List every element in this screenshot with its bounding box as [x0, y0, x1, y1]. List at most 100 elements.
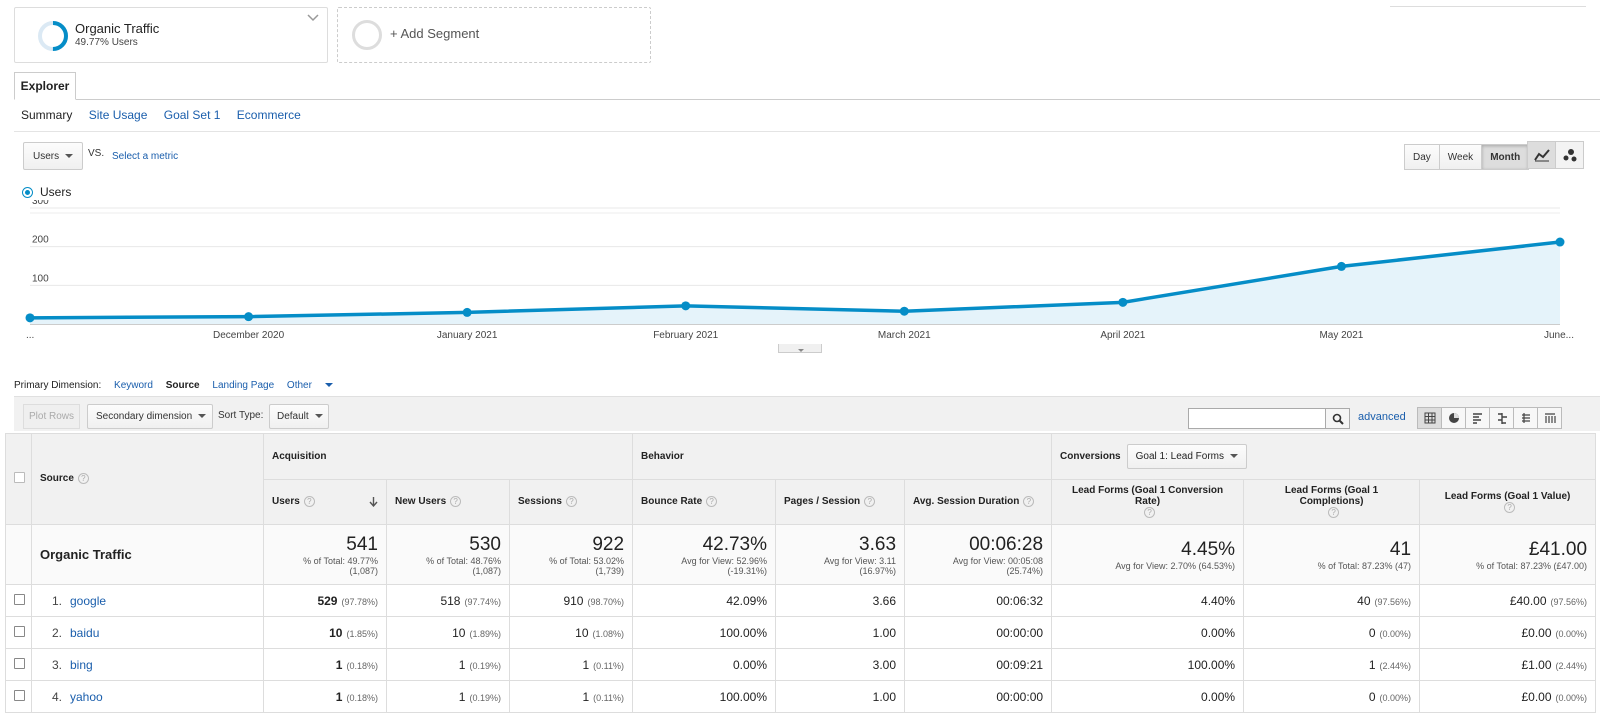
source-cell: 2. baidu — [31, 616, 264, 649]
behavior-group-header: Behavior — [632, 433, 1053, 480]
tab-explorer[interactable]: Explorer — [14, 72, 76, 100]
users-area — [30, 242, 1560, 324]
source-link[interactable]: google — [70, 593, 107, 608]
period-week-button[interactable]: Week — [1438, 144, 1483, 170]
total-completions-value: 41 — [1389, 538, 1412, 560]
sessions-pct: (98.70%) — [587, 596, 625, 607]
pivot-view-button[interactable] — [1537, 407, 1562, 429]
help-icon[interactable]: ? — [1504, 501, 1516, 513]
subtab-goal-set-1[interactable]: Goal Set 1 — [163, 108, 221, 122]
metric-selector[interactable]: Users — [23, 142, 83, 170]
chevron-down-icon[interactable] — [307, 14, 319, 22]
conversions-label: Conversions — [1060, 451, 1121, 462]
bounce-rate-cell: 0.00% — [632, 648, 777, 681]
users-pct: (1.85%) — [346, 628, 378, 639]
source-cell: 4. yahoo — [31, 680, 264, 713]
sessions-cell: 910 (98.70%) — [508, 584, 634, 617]
period-month-button[interactable]: Month — [1481, 144, 1530, 170]
chart-resize-handle[interactable] — [778, 344, 822, 353]
total-avg-duration-value: 00:06:28 — [969, 533, 1044, 555]
motion-chart-button[interactable] — [1555, 141, 1584, 169]
col-pages-session[interactable]: Pages / Session? — [775, 479, 906, 525]
help-icon[interactable]: ? — [864, 496, 876, 508]
subtab-ecommerce[interactable]: Ecommerce — [236, 108, 301, 122]
col-goal-conversion-rate[interactable]: Lead Forms (Goal 1 Conversion Rate)? — [1051, 479, 1245, 525]
search-button[interactable] — [1325, 408, 1350, 429]
chart-legend: Users — [23, 185, 71, 199]
table-row: 4. yahoo 1 (0.18%) 1 (0.19%) 1 (0.11%) 100.00% 1.… — [5, 680, 1597, 713]
dimension-landing-page[interactable]: Landing Page — [212, 380, 275, 391]
pages-session-cell: 3.66 — [775, 584, 906, 617]
dimension-other[interactable]: Other — [287, 380, 343, 391]
goal-selector-dropdown[interactable]: Goal 1: Lead Forms — [1126, 444, 1247, 469]
select-all-checkbox[interactable] — [14, 472, 25, 483]
col-bounce-rate[interactable]: Bounce Rate? — [632, 479, 777, 525]
metric-selector-label: Users — [33, 151, 60, 162]
source-cell: 3. bing — [31, 648, 264, 681]
add-segment-button[interactable]: + Add Segment — [337, 7, 651, 63]
users-pct: (97.78%) — [341, 596, 378, 607]
users-series-line — [29, 240, 1561, 320]
period-day-button[interactable]: Day — [1404, 144, 1440, 170]
line-chart-button[interactable] — [1527, 141, 1556, 169]
term-cloud-button[interactable] — [1513, 407, 1538, 429]
completions-value: 0 — [1368, 689, 1376, 704]
users-value: 529 — [317, 593, 338, 608]
row-checkbox[interactable] — [14, 625, 25, 637]
col-goal-value[interactable]: Lead Forms (Goal 1 Value)? — [1419, 479, 1597, 525]
comparison-view-button[interactable] — [1489, 407, 1514, 429]
conversion-rate-cell: 0.00% — [1051, 616, 1245, 649]
dimension-keyword[interactable]: Keyword — [114, 380, 153, 391]
help-icon[interactable]: ? — [1023, 496, 1035, 508]
col-new-users[interactable]: New Users? — [386, 479, 510, 525]
help-icon[interactable]: ? — [565, 496, 577, 508]
sort-descending-icon[interactable] — [369, 497, 378, 507]
bounce-rate-cell: 100.00% — [632, 616, 777, 649]
columns-icon — [1544, 413, 1556, 423]
row-checkbox[interactable] — [14, 689, 25, 701]
secondary-dimension-dropdown[interactable]: Secondary dimension — [87, 404, 213, 429]
source-link[interactable]: yahoo — [70, 689, 103, 704]
y-tick-label: 300 — [32, 200, 49, 207]
total-conversion-rate-sub: Avg for View: 2.70% (64.53%) — [1115, 560, 1236, 571]
subtab-summary[interactable]: Summary — [21, 108, 73, 122]
plot-rows-button[interactable]: Plot Rows — [23, 404, 80, 429]
total-sessions-value: 922 — [592, 533, 625, 555]
row-checkbox[interactable] — [14, 657, 25, 669]
sessions-pct: (0.11%) — [593, 692, 625, 703]
help-icon[interactable]: ? — [303, 496, 315, 508]
users-cell: 1 (0.18%) — [263, 680, 387, 713]
source-link[interactable]: baidu — [70, 625, 100, 640]
table-row: 3. bing 1 (0.18%) 1 (0.19%) 1 (0.11%) 0.00% 3.00 0… — [5, 648, 1597, 681]
dimension-source[interactable]: Source — [165, 380, 200, 391]
total-new-users-value: 530 — [469, 533, 501, 555]
advanced-filter-link[interactable]: advanced — [1358, 411, 1406, 423]
col-sessions[interactable]: Sessions? — [508, 479, 634, 525]
secondary-dimension-label: Secondary dimension — [96, 411, 193, 422]
segment-card-organic-traffic[interactable]: Organic Traffic 49.77% Users — [14, 7, 328, 63]
data-table: Source? Acquisition Behavior Conversions… — [5, 433, 1597, 713]
row-checkbox[interactable] — [14, 593, 25, 605]
col-goal-completions[interactable]: Lead Forms (Goal 1 Completions)? — [1243, 479, 1421, 525]
source-column-header[interactable]: Source? — [31, 433, 264, 525]
total-pages-session-sub2: (16.97%) — [859, 565, 897, 576]
select-metric-link[interactable]: Select a metric — [112, 151, 179, 162]
help-icon[interactable]: ? — [450, 496, 462, 508]
data-view-button[interactable] — [1417, 407, 1442, 429]
total-new-users-sub: % of Total: 48.76% — [426, 555, 501, 566]
total-sessions-sub: % of Total: 53.02% — [549, 555, 625, 566]
explorer-subtabs: Summary Site Usage Goal Set 1 Ecommerce — [21, 108, 314, 122]
table-search-input[interactable] — [1188, 408, 1326, 429]
subtab-site-usage[interactable]: Site Usage — [88, 108, 148, 122]
source-link[interactable]: bing — [70, 657, 93, 672]
help-icon[interactable]: ? — [1328, 507, 1340, 519]
col-users[interactable]: Users? — [263, 479, 387, 525]
performance-view-button[interactable] — [1465, 407, 1490, 429]
sort-type-dropdown[interactable]: Default — [269, 404, 329, 429]
help-icon[interactable]: ? — [706, 496, 718, 508]
col-avg-session-duration[interactable]: Avg. Session Duration? — [904, 479, 1053, 525]
help-icon[interactable]: ? — [1144, 507, 1156, 519]
help-icon[interactable]: ? — [77, 473, 89, 485]
primary-dimension-bar: Primary Dimension: Keyword Source Landin… — [14, 380, 353, 391]
percentage-view-button[interactable] — [1441, 407, 1466, 429]
